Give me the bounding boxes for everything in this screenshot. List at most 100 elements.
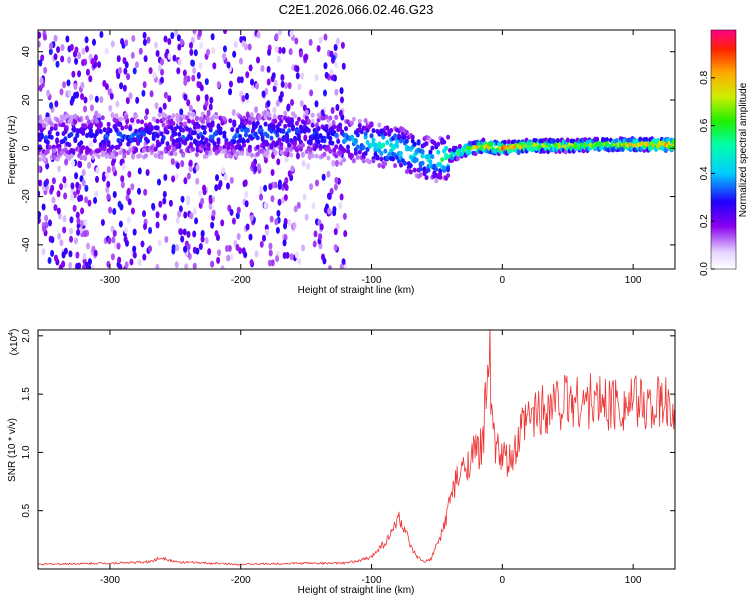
spectrogram-ridge-cell — [100, 115, 105, 121]
spectrogram-noise-cell — [235, 212, 240, 220]
spectrogram-ridge-cell — [98, 129, 103, 135]
spectrogram-ridge-cell — [351, 158, 356, 164]
spectrogram-noise-cell — [160, 68, 165, 76]
spectrogram-ridge-cell — [357, 123, 362, 129]
spectrogram-noise-cell — [89, 104, 94, 112]
spectrogram-noise-cell — [107, 237, 112, 245]
spectrogram-ridge-cell — [436, 141, 441, 147]
spectrogram-ridge-cell — [179, 121, 184, 127]
colorbar-gradient — [710, 29, 737, 270]
spectrogram-noise-cell — [162, 197, 167, 205]
spectrogram-noise-cell — [301, 244, 306, 252]
spectrogram-ridge-cell — [102, 127, 107, 133]
spectrogram-ridge-cell — [287, 142, 292, 148]
spectrogram-noise-cell — [163, 35, 168, 43]
spectrogram-noise-cell — [280, 80, 285, 88]
spectrogram-ridge-cell — [171, 120, 176, 126]
spectrogram-ridge-cell — [424, 141, 429, 147]
spectrogram-ridge-cell — [516, 149, 521, 155]
spectrogram-ridge-cell — [136, 118, 141, 124]
spectrogram-noise-cell — [193, 49, 198, 57]
spectrogram-ridge-cell — [449, 155, 454, 161]
spectrogram-noise-cell — [207, 248, 212, 256]
spectrogram-ridge-cell — [83, 155, 88, 161]
spectrogram-ridge-cell — [285, 147, 290, 153]
spectrogram-noise-cell — [186, 99, 191, 107]
spectrogram-noise-cell — [267, 259, 272, 267]
spectrogram-noise-cell — [339, 96, 344, 104]
spectrogram-ridge-cell — [322, 135, 327, 141]
spectrogram-cells — [38, 30, 675, 269]
spectrogram-ridge-cell — [134, 147, 139, 153]
spectrogram-ridge-cell — [412, 141, 417, 147]
spectrogram-ridge-cell — [114, 151, 119, 157]
spectrogram-noise-cell — [131, 152, 136, 160]
spectrogram-y-tick-label: 40 — [21, 46, 32, 58]
spectrogram-noise-cell — [168, 199, 173, 207]
spectrogram-noise-cell — [247, 43, 252, 51]
spectrogram-noise-cell — [204, 78, 209, 86]
spectrogram-noise-cell — [38, 59, 43, 67]
spectrogram-noise-cell — [321, 253, 326, 261]
spectrogram-noise-cell — [264, 228, 269, 236]
spectrogram-ridge-cell — [371, 128, 376, 134]
spectrogram-noise-cell — [275, 255, 280, 263]
spectrogram-ridge-cell — [467, 149, 472, 155]
spectrogram-ridge-cell — [381, 142, 386, 148]
spectrogram-ridge-cell — [326, 131, 331, 137]
spectrogram-noise-cell — [75, 211, 80, 219]
spectrogram-noise-cell — [95, 166, 100, 174]
spectrogram-ridge-cell — [279, 142, 284, 148]
spectrogram-noise-cell — [318, 36, 323, 44]
spectrogram-noise-cell — [106, 260, 111, 268]
spectrogram-noise-cell — [69, 227, 74, 235]
spectrogram-ridge-cell — [269, 135, 274, 141]
spectrogram-noise-cell — [314, 74, 319, 82]
colorbar-tick-label: 0.0 — [699, 262, 710, 276]
spectrogram-noise-cell — [87, 161, 92, 169]
spectrogram-ridge-cell — [285, 118, 290, 124]
spectrogram-ridge-cell — [345, 148, 350, 154]
spectrogram-ridge-cell — [257, 114, 262, 120]
spectrogram-noise-cell — [115, 100, 120, 108]
spectrogram-ridge-cell — [371, 158, 376, 164]
spectrogram-ridge-cell — [334, 144, 339, 150]
spectrogram-ridge-cell — [92, 138, 97, 144]
spectrogram-noise-cell — [170, 32, 175, 40]
spectrogram-ridge-cell — [122, 153, 127, 159]
spectrogram-noise-cell — [276, 158, 281, 166]
spectrogram-ridge-cell — [55, 131, 60, 137]
spectrogram-noise-cell — [80, 220, 85, 228]
spectrogram-ridge-cell — [375, 155, 380, 161]
spectrogram-ridge-cell — [446, 165, 451, 171]
spectrogram-ridge-cell — [181, 152, 186, 158]
spectrogram-noise-cell — [322, 89, 327, 97]
spectrogram-noise-cell — [87, 199, 92, 207]
snr-y-tick-label: 1.0 — [21, 445, 32, 459]
spectrogram-ridge-cell — [408, 169, 413, 175]
spectrogram-noise-cell — [49, 102, 54, 110]
spectrogram-ridge-cell — [430, 154, 435, 160]
spectrogram-ridge-cell — [671, 145, 675, 151]
spectrogram-noise-cell — [335, 223, 340, 231]
spectrogram-noise-cell — [68, 250, 73, 258]
snr-y-tick-label: 2.0 — [21, 328, 32, 342]
spectrogram-noise-cell — [94, 175, 99, 183]
spectrogram-noise-cell — [42, 33, 47, 41]
spectrogram-ridge-cell — [328, 148, 333, 154]
spectrogram-noise-cell — [65, 35, 70, 43]
spectrogram-ridge-cell — [361, 145, 366, 151]
spectrogram-ridge-cell — [644, 136, 649, 142]
spectrogram-noise-cell — [186, 75, 191, 83]
spectrogram-ridge-cell — [245, 127, 250, 133]
spectrogram-noise-cell — [112, 229, 117, 237]
spectrogram-noise-cell — [200, 229, 205, 237]
spectrogram-ridge-cell — [304, 115, 309, 121]
spectrogram-noise-cell — [68, 261, 73, 269]
spectrogram-ridge-cell — [67, 142, 72, 148]
spectrogram-ridge-cell — [442, 165, 447, 171]
spectrogram-noise-cell — [38, 179, 43, 187]
spectrogram-ridge-cell — [90, 154, 95, 160]
spectrogram-ridge-cell — [77, 117, 82, 123]
spectrogram-ridge-cell — [296, 116, 301, 122]
